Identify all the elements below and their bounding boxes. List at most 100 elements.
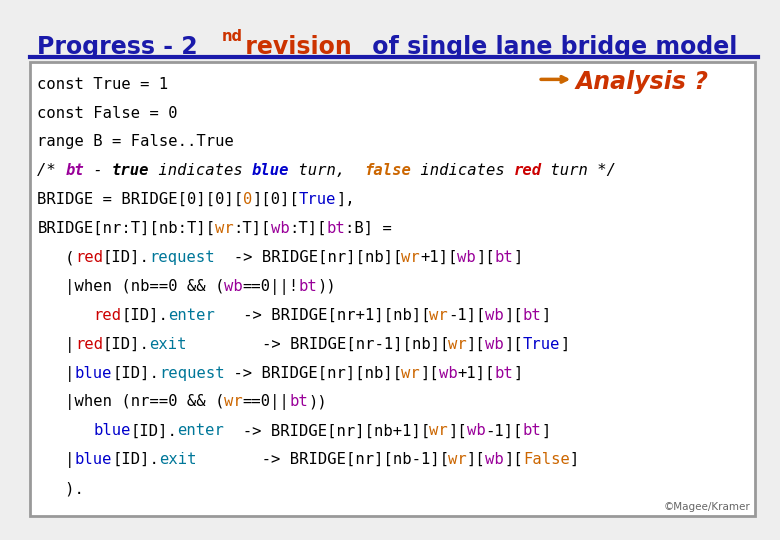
Text: wr: wr (430, 308, 448, 323)
Text: ==0||: ==0|| (243, 394, 289, 410)
Text: indicates: indicates (150, 163, 253, 178)
Text: -> BRIDGE[nr-1][nb][: -> BRIDGE[nr-1][nb][ (186, 337, 449, 352)
Text: turn,: turn, (289, 163, 364, 178)
Text: wr: wr (402, 366, 420, 381)
Text: -1][: -1][ (448, 308, 486, 323)
Text: 0: 0 (243, 192, 252, 207)
Text: ]: ] (541, 423, 551, 438)
Text: blue: blue (252, 163, 289, 178)
Text: ][: ][ (504, 337, 523, 352)
Text: +1][: +1][ (420, 250, 458, 265)
Text: ]: ] (513, 366, 523, 381)
Text: -> BRIDGE[nr+1][nb][: -> BRIDGE[nr+1][nb][ (215, 308, 431, 323)
Text: ],: ], (336, 192, 355, 207)
Text: revision: revision (236, 35, 351, 59)
Text: +1][: +1][ (457, 366, 495, 381)
Text: -> BRIDGE[nr][nb-1][: -> BRIDGE[nr][nb-1][ (196, 453, 449, 467)
Text: (: ( (37, 250, 75, 265)
Text: ]: ] (513, 250, 523, 265)
Text: wb: wb (466, 423, 485, 438)
Text: bt: bt (327, 221, 346, 236)
Text: wb: wb (485, 453, 504, 467)
Text: ][: ][ (476, 250, 495, 265)
Text: [ID].: [ID]. (112, 453, 159, 467)
Text: ][: ][ (504, 308, 523, 323)
Text: bt: bt (495, 250, 513, 265)
Text: ==0||!: ==0||! (243, 279, 299, 295)
Text: ][: ][ (420, 366, 439, 381)
Text: bt: bt (523, 308, 541, 323)
Text: False: False (523, 453, 569, 467)
Text: True: True (523, 337, 560, 352)
Text: wr: wr (224, 394, 243, 409)
Text: ]: ] (541, 308, 551, 323)
Text: [ID].: [ID]. (131, 423, 178, 438)
Text: |: | (37, 366, 75, 382)
Text: [ID].: [ID]. (122, 308, 168, 323)
Text: |: | (37, 337, 75, 353)
Text: |when (nb==0 && (: |when (nb==0 && ( (37, 279, 225, 295)
Text: indicates: indicates (411, 163, 514, 178)
Text: -1][: -1][ (485, 423, 523, 438)
Text: wb: wb (485, 308, 504, 323)
Text: blue: blue (75, 453, 112, 467)
Text: ][: ][ (466, 453, 485, 467)
Text: bt: bt (523, 423, 541, 438)
Text: -> BRIDGE[nr][nb+1][: -> BRIDGE[nr][nb+1][ (224, 423, 431, 438)
Text: -: - (84, 163, 112, 178)
Text: :T][: :T][ (233, 221, 271, 236)
Text: of single lane bridge model: of single lane bridge model (364, 35, 737, 59)
Text: request: request (159, 366, 225, 381)
FancyBboxPatch shape (30, 62, 755, 516)
Text: blue: blue (75, 366, 112, 381)
Text: [ID].: [ID]. (103, 250, 150, 265)
Text: -> BRIDGE[nr][nb][: -> BRIDGE[nr][nb][ (215, 250, 402, 265)
Text: turn */: turn */ (541, 163, 616, 178)
Text: |when (nr==0 && (: |when (nr==0 && ( (37, 394, 225, 410)
Text: )): )) (317, 279, 336, 294)
Text: red: red (75, 250, 103, 265)
Text: exit: exit (159, 453, 197, 467)
Text: )): )) (308, 394, 327, 409)
Text: wb: wb (224, 279, 243, 294)
Text: wr: wr (215, 221, 233, 236)
Text: [ID].: [ID]. (112, 366, 159, 381)
Text: blue: blue (94, 423, 131, 438)
Text: nd: nd (222, 29, 243, 44)
Text: bt: bt (66, 163, 84, 178)
Text: ][: ][ (466, 337, 485, 352)
Text: bt: bt (495, 366, 513, 381)
Text: true: true (112, 163, 150, 178)
Text: BRIDGE[nr:T][nb:T][: BRIDGE[nr:T][nb:T][ (37, 221, 215, 236)
Text: ]: ] (560, 337, 569, 352)
Text: Analysis ?: Analysis ? (576, 70, 709, 94)
Text: ][0][: ][0][ (252, 192, 299, 207)
Text: bt: bt (299, 279, 317, 294)
Text: wr: wr (448, 453, 467, 467)
Text: false: false (364, 163, 411, 178)
Text: enter: enter (177, 423, 225, 438)
Text: ][: ][ (504, 453, 523, 467)
Text: BRIDGE = BRIDGE[0][0][: BRIDGE = BRIDGE[0][0][ (37, 192, 243, 207)
Text: exit: exit (150, 337, 187, 352)
Text: |: | (37, 453, 75, 468)
Text: wb: wb (485, 337, 504, 352)
Text: const True = 1: const True = 1 (37, 77, 168, 92)
Text: range B = False..True: range B = False..True (37, 134, 234, 150)
Text: const False = 0: const False = 0 (37, 106, 178, 120)
Text: red: red (94, 308, 122, 323)
Text: enter: enter (168, 308, 215, 323)
Text: True: True (299, 192, 336, 207)
Text: request: request (150, 250, 215, 265)
Text: wb: wb (439, 366, 458, 381)
Text: -> BRIDGE[nr][nb][: -> BRIDGE[nr][nb][ (224, 366, 402, 381)
Text: bt: bt (289, 394, 308, 409)
Text: wb: wb (457, 250, 476, 265)
Text: ]: ] (569, 453, 579, 467)
Text: Progress - 2: Progress - 2 (37, 35, 207, 59)
Text: /*: /* (37, 163, 66, 178)
Text: ][: ][ (448, 423, 467, 438)
Text: [ID].: [ID]. (103, 337, 150, 352)
Text: wr: wr (448, 337, 467, 352)
Text: :B] =: :B] = (346, 221, 392, 236)
